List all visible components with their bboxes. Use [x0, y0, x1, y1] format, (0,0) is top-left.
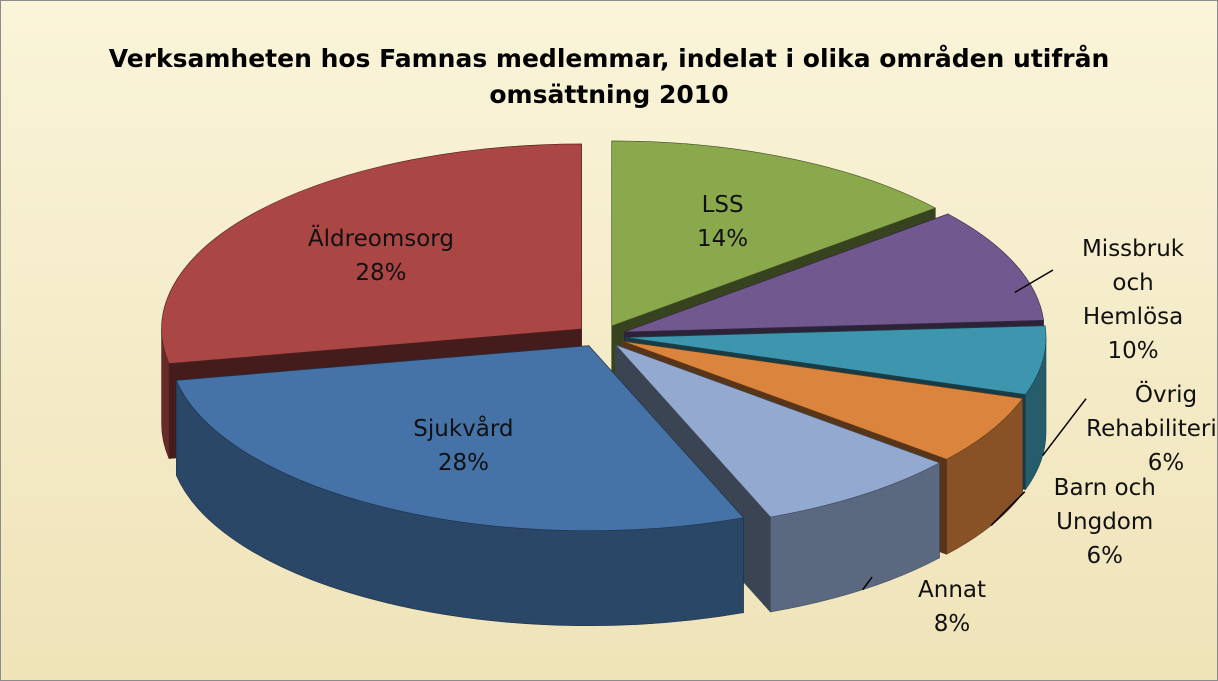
- leader-line: [862, 576, 873, 591]
- data-label: Äldreomsorg 28%: [308, 222, 454, 290]
- slice-value-label: 8%: [933, 611, 971, 638]
- slice-top: [161, 143, 582, 364]
- slice-top: [175, 345, 745, 532]
- slice-top: [625, 325, 1047, 395]
- data-label: Sjukvård 28%: [413, 412, 513, 480]
- data-label: LSS 14%: [697, 188, 748, 256]
- slice-value-label: 6%: [1147, 449, 1185, 476]
- leader-line: [1014, 269, 1054, 293]
- slice-top: [615, 344, 941, 518]
- slice: [175, 344, 745, 627]
- leader-line: [1042, 398, 1087, 457]
- slice-category: Barn och Ungdom: [1053, 474, 1156, 535]
- data-label: Missbruk och Hemlösa 10%: [1082, 232, 1184, 368]
- data-label: Övrig Rehabilitering 6%: [1086, 378, 1217, 480]
- slice-category: Äldreomsorg: [307, 225, 454, 252]
- data-label: Annat 8%: [918, 573, 986, 641]
- slice-category: Missbruk och Hemlösa: [1081, 235, 1185, 330]
- slice-value-label: 6%: [1086, 542, 1123, 569]
- slice-value-label: 14%: [697, 226, 749, 253]
- chart-title: Verksamheten hos Famnas medlemmar, indel…: [108, 44, 1110, 109]
- slice-top: [622, 341, 1024, 460]
- slice-value-label: 10%: [1107, 337, 1159, 364]
- slice-top: [611, 140, 937, 327]
- slice-category: LSS: [701, 192, 744, 219]
- data-label: Barn och Ungdom 6%: [1049, 471, 1161, 573]
- slice-category: Övrig Rehabilitering: [1086, 381, 1217, 442]
- slice-value-label: 28%: [355, 259, 407, 286]
- leader-line: [990, 491, 1026, 527]
- slice-value-label: 28%: [437, 450, 489, 477]
- slice-category: Annat: [918, 577, 987, 604]
- slice-top: [624, 213, 1044, 333]
- slice-category: Sjukvård: [413, 416, 514, 443]
